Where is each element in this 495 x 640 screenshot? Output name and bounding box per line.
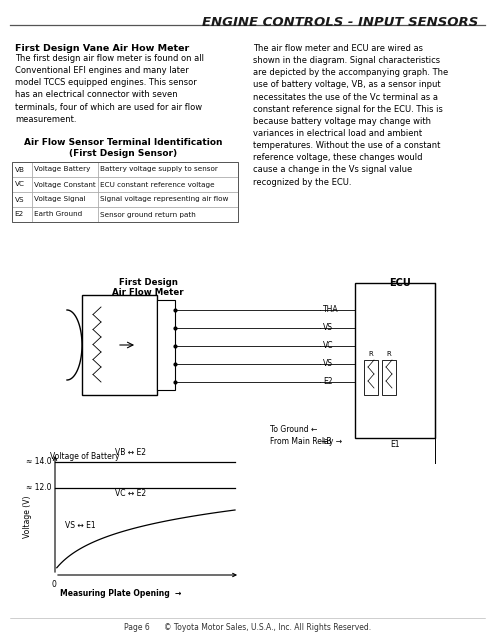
Bar [32,192,98,207]
Text: ≈ 14.0: ≈ 14.0 [26,458,52,467]
Text: VC ↔ E2: VC ↔ E2 [115,488,146,497]
Text: Voltage (V): Voltage (V) [22,495,32,538]
Bar [98,177,238,192]
Text: The air flow meter and ECU are wired as
shown in the diagram. Signal characteris: The air flow meter and ECU are wired as … [253,44,448,187]
Bar [98,207,238,222]
Text: Battery voltage supply to sensor: Battery voltage supply to sensor [100,166,218,173]
Text: E1: E1 [390,440,400,449]
Text: Air Flow Meter: Air Flow Meter [112,288,184,297]
Bar [32,162,98,177]
Bar [32,177,98,192]
Bar [98,162,238,177]
Text: VB ↔ E2: VB ↔ E2 [115,448,146,457]
Bar [32,207,98,222]
Text: VB: VB [14,166,24,173]
Text: (First Design Sensor): (First Design Sensor) [69,149,177,158]
Text: Page 6      © Toyota Motor Sales, U.S.A., Inc. All Rights Reserved.: Page 6 © Toyota Motor Sales, U.S.A., Inc… [124,623,372,632]
Bar [12,162,32,177]
Text: +B: +B [320,438,332,447]
Text: VS: VS [323,323,333,333]
Text: R: R [387,351,392,357]
Bar [12,177,32,192]
Text: VS: VS [323,360,333,369]
Bar [364,360,378,395]
Text: To Ground ←: To Ground ← [270,426,317,435]
Text: 0: 0 [51,580,56,589]
Text: E2: E2 [323,378,333,387]
Text: E2: E2 [14,211,24,218]
Bar [98,192,238,207]
Text: Voltage Battery: Voltage Battery [35,166,91,173]
Text: From Main Relay →: From Main Relay → [270,438,342,447]
Text: ECU constant reference voltage: ECU constant reference voltage [100,182,215,188]
Text: Earth Ground: Earth Ground [35,211,83,218]
Text: ≈ 12.0: ≈ 12.0 [27,483,52,493]
Text: ENGINE CONTROLS - INPUT SENSORS: ENGINE CONTROLS - INPUT SENSORS [202,16,478,29]
Bar [355,283,435,438]
Text: Voltage Constant: Voltage Constant [35,182,96,188]
Bar [382,360,396,395]
Text: Air Flow Sensor Terminal Identification: Air Flow Sensor Terminal Identification [24,138,222,147]
Text: Measuring Plate Opening  →: Measuring Plate Opening → [60,589,181,598]
Text: Signal voltage representing air flow: Signal voltage representing air flow [100,196,229,202]
Text: First Design Vane Air How Meter: First Design Vane Air How Meter [15,44,189,53]
Text: Voltage Signal: Voltage Signal [35,196,86,202]
Bar [12,207,32,222]
Text: THA: THA [323,305,339,314]
Text: VS: VS [14,196,24,202]
Text: VC: VC [14,182,24,188]
Text: Sensor ground return path: Sensor ground return path [100,211,196,218]
Bar [82,295,157,395]
Text: First Design: First Design [119,278,177,287]
Text: VS ↔ E1: VS ↔ E1 [65,520,96,529]
Text: VC: VC [323,342,334,351]
Bar [157,300,175,390]
Bar [12,192,32,207]
Text: The first design air flow meter is found on all
Conventional EFI engines and man: The first design air flow meter is found… [15,54,204,124]
Bar [12,162,238,222]
Text: Voltage of Battery: Voltage of Battery [50,452,119,461]
Text: ECU: ECU [389,278,411,288]
Text: R: R [369,351,373,357]
